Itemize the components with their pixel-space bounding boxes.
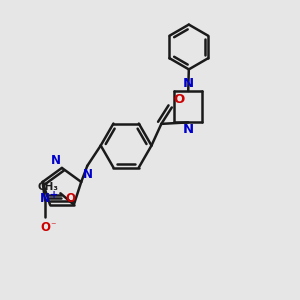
Text: O: O [40,221,50,234]
Text: N: N [40,192,50,205]
Text: N: N [183,123,194,136]
Text: N: N [50,154,60,167]
Text: CH₃: CH₃ [38,182,59,192]
Text: O: O [174,93,185,106]
Text: ⁻: ⁻ [50,221,56,231]
Text: N: N [83,168,93,181]
Text: O: O [66,192,76,205]
Text: N: N [183,77,194,90]
Text: +: + [50,190,59,200]
